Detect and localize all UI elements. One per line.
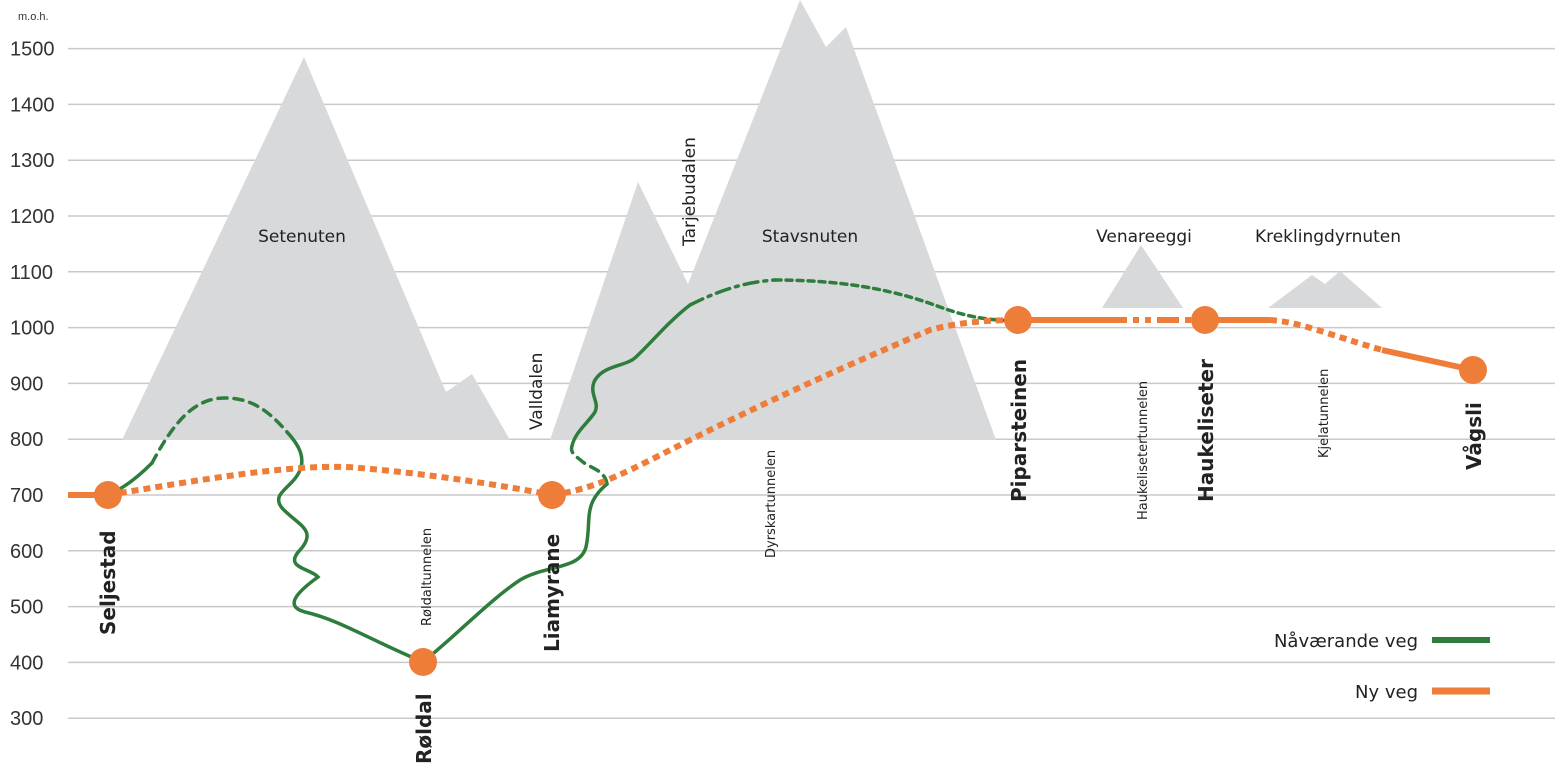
place-label-liamyrane: Liamyrane xyxy=(540,534,564,652)
y-tick-label: 1000 xyxy=(10,318,55,340)
y-tick-label: 400 xyxy=(10,652,43,674)
place-label-piparsteinen: Piparsteinen xyxy=(1007,359,1031,502)
mountain-setenuten xyxy=(122,57,510,440)
current-road-segment xyxy=(150,396,289,465)
place-marker-liamyrane xyxy=(538,481,566,509)
mountain-label-venareeggi: Venareeggi xyxy=(1096,227,1192,247)
current-road-segment xyxy=(277,430,609,665)
mountain-label-kreklingdyrnuten: Kreklingdyrnuten xyxy=(1255,227,1401,247)
new-road-segment xyxy=(551,317,1019,498)
place-marker-seljestad xyxy=(94,481,122,509)
y-tick-label: 1500 xyxy=(10,39,55,61)
mountain-label-setenuten: Setenuten xyxy=(258,227,346,247)
mountain-label-tarjebudalen: Tarjebudalen xyxy=(680,137,700,247)
y-tick-label: 1200 xyxy=(10,206,55,228)
current-road-segment xyxy=(569,444,609,486)
place-label-roldal: Røldal xyxy=(412,693,436,764)
mountain-label-stavsnuten: Stavsnuten xyxy=(762,227,858,247)
legend-label-new-road: Ny veg xyxy=(1355,682,1418,703)
place-marker-piparsteinen xyxy=(1004,306,1032,334)
place-marker-vagsli xyxy=(1459,356,1487,384)
current-road-segment xyxy=(773,278,1017,323)
y-axis-tick-labels: 300 400 500 600 700 800 900 1000 1100 1200 1300 140… xyxy=(10,39,55,731)
place-marker-haukeliseter xyxy=(1191,306,1219,334)
y-tick-label: 1300 xyxy=(10,150,55,172)
place-markers xyxy=(94,306,1487,676)
new-road-segment xyxy=(1381,347,1474,373)
mountain-kreklingdyrnuten xyxy=(1268,271,1382,308)
y-tick-label: 300 xyxy=(10,708,43,730)
mountain-silhouettes xyxy=(122,0,1382,440)
current-road-segment xyxy=(570,303,692,448)
y-tick-label: 1400 xyxy=(10,94,55,116)
current-road-segment xyxy=(688,278,777,307)
y-tick-label: 800 xyxy=(10,429,43,451)
legend-label-current-road: Nåværande veg xyxy=(1274,631,1418,652)
new-road xyxy=(68,317,1474,498)
place-label-seljestad: Seljestad xyxy=(96,530,120,635)
y-tick-label: 600 xyxy=(10,541,43,563)
y-tick-label: 900 xyxy=(10,373,43,395)
y-tick-label: 1100 xyxy=(10,262,53,284)
current-road xyxy=(106,278,1017,665)
mountain-stavsnuten xyxy=(550,0,996,440)
y-axis-unit-label: m.o.h. xyxy=(18,11,49,23)
tunnel-label-haukelisetertunnelen: Haukelisetertunnelen xyxy=(1136,381,1151,520)
tunnel-label-dyrskartunnelen: Dyrskartunnelen xyxy=(764,450,779,558)
new-road-segment xyxy=(107,463,553,498)
legend: Nåværande veg Ny veg xyxy=(1274,631,1490,703)
place-label-haukeliseter: Haukeliseter xyxy=(1194,359,1218,502)
y-tick-label: 700 xyxy=(10,485,43,507)
y-tick-label: 500 xyxy=(10,597,43,619)
mountain-venareeggi xyxy=(1102,245,1183,308)
place-label-vagsli: Vågsli xyxy=(1462,402,1486,470)
tunnel-label-kjelatunnelen: Kjelatunnelen xyxy=(1317,369,1332,458)
tunnel-label-roldaltunnelen: Røldaltunnelen xyxy=(420,528,435,626)
place-marker-roldal xyxy=(409,648,437,676)
valley-label-valldalen: Valldalen xyxy=(527,353,547,430)
new-road-segment xyxy=(1269,317,1383,353)
